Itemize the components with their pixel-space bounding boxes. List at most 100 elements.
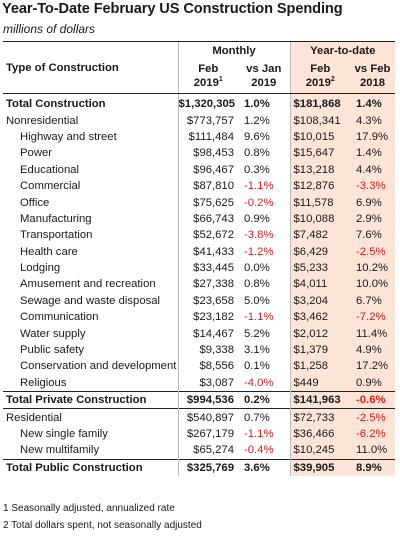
col-feb-ytd-line2: 2019 bbox=[305, 77, 331, 89]
table-row: Amusement and recreation $27,338 0.8% $4,01… bbox=[3, 276, 396, 293]
vs-feb-change: 10.0% bbox=[350, 276, 396, 293]
vs-feb-change: 6.7% bbox=[350, 292, 396, 310]
vs-jan-change: 0.7% bbox=[238, 408, 291, 426]
footnote-ref-1: 1 bbox=[218, 76, 223, 84]
construction-spending-table: Type of Construction Monthly Year-to-dat… bbox=[3, 41, 396, 476]
monthly-value: $52,672 bbox=[177, 227, 238, 244]
vs-jan-change: 3.1% bbox=[244, 344, 270, 357]
table-row: Public safety $9,338 3.1% $1,379 4.9% bbox=[3, 341, 396, 359]
ytd-value: $13,218 bbox=[289, 161, 351, 178]
vs-feb-change: -6.2% bbox=[350, 425, 396, 443]
col-vs-jan-line2: 2019 bbox=[251, 77, 277, 89]
col-vs-feb-line2: 2018 bbox=[359, 77, 386, 89]
vs-feb-change: 17.2% bbox=[350, 358, 396, 375]
row-label: Residential bbox=[3, 408, 178, 426]
vs-jan-change: -1.1% bbox=[244, 428, 274, 440]
table-row: Water supply $14,467 5.2% $2,012 11.4% bbox=[3, 325, 396, 342]
monthly-value: $1,320,305 bbox=[177, 93, 238, 113]
monthly-value: $325,769 bbox=[177, 458, 238, 476]
col-feb-ytd-header: Feb 20192 bbox=[289, 59, 351, 94]
ytd-value: $4,011 bbox=[289, 276, 351, 293]
vs-jan-change: 0.8% bbox=[244, 147, 270, 160]
col-vs-jan-header: vs Jan 2019 bbox=[238, 59, 291, 94]
vs-feb-change: 2.9% bbox=[350, 210, 396, 228]
vs-feb-change: 7.6% bbox=[350, 227, 396, 244]
row-label: Manufacturing bbox=[20, 212, 92, 225]
ytd-value: $1,258 bbox=[289, 358, 351, 375]
header-row-columns: Feb 20191 vs Jan 2019 Feb 20192 vs Feb 2… bbox=[3, 59, 396, 94]
table-row: Manufacturing $66,743 0.9% $10,088 2.9% bbox=[3, 210, 396, 228]
vs-jan-change: 0.0% bbox=[244, 262, 270, 275]
monthly-value: $3,087 bbox=[177, 374, 238, 392]
row-label: Amusement and recreation bbox=[20, 278, 156, 291]
header-row-groups: Type of Construction Monthly Year-to-dat… bbox=[3, 41, 396, 94]
table-row: Commercial $87,810 -1.1% $12,876 -3.3% bbox=[3, 177, 396, 195]
ytd-value: $12,876 bbox=[289, 177, 351, 195]
vs-jan-change: 0.2% bbox=[238, 391, 291, 409]
ytd-value: $1,379 bbox=[289, 341, 351, 359]
row-label: Office bbox=[20, 196, 50, 209]
row-label: New single family bbox=[20, 428, 108, 440]
vs-feb-change: 0.9% bbox=[350, 374, 396, 392]
vs-feb-change: -3.3% bbox=[350, 177, 396, 195]
vs-feb-change: 4.9% bbox=[350, 341, 396, 359]
row-label: Commercial bbox=[20, 180, 81, 193]
vs-feb-change: 8.9% bbox=[350, 458, 396, 476]
ytd-value: $2,012 bbox=[289, 325, 351, 342]
monthly-value: $23,182 bbox=[177, 309, 238, 326]
row-label: Health care bbox=[20, 245, 78, 258]
ytd-value: $10,015 bbox=[289, 128, 351, 146]
col-vs-jan-line1: vs Jan bbox=[246, 63, 282, 75]
ytd-value: $15,647 bbox=[289, 145, 351, 162]
vs-jan-change: 0.3% bbox=[244, 163, 270, 176]
ytd-value: $3,204 bbox=[289, 292, 351, 310]
vs-jan-change: 5.2% bbox=[244, 327, 270, 340]
monthly-value: $96,467 bbox=[177, 161, 238, 178]
ytd-value: $6,429 bbox=[289, 243, 351, 260]
vs-jan-change: -0.4% bbox=[244, 444, 274, 457]
monthly-value: $540,897 bbox=[177, 408, 238, 426]
vs-jan-change: 1.2% bbox=[244, 114, 270, 127]
vs-jan-change: -1.1% bbox=[244, 180, 274, 193]
vs-feb-change: 4.4% bbox=[350, 161, 396, 178]
monthly-value: $14,467 bbox=[177, 325, 238, 342]
table-row: Sewage and waste disposal $23,658 5.0% $3,2… bbox=[3, 292, 396, 310]
monthly-value: $87,810 bbox=[177, 177, 238, 195]
row-label: Water supply bbox=[20, 327, 86, 340]
ytd-value: $141,963 bbox=[289, 391, 351, 409]
col-vs-feb-line1: vs Feb bbox=[354, 63, 391, 75]
vs-jan-change: 5.0% bbox=[244, 294, 270, 307]
col-feb-monthly-header: Feb 20191 bbox=[177, 59, 238, 94]
monthly-value: $65,274 bbox=[177, 442, 238, 460]
row-label: Religious bbox=[20, 376, 67, 389]
ytd-value: $10,088 bbox=[289, 210, 351, 228]
row-label: Nonresidential bbox=[6, 114, 79, 127]
row-label: Communication bbox=[20, 311, 99, 324]
row-label: Educational bbox=[20, 163, 80, 176]
vs-jan-change: 0.9% bbox=[244, 212, 270, 225]
ytd-value: $181,868 bbox=[289, 93, 351, 113]
ytd-value: $10,245 bbox=[289, 442, 351, 460]
ytd-value: $36,466 bbox=[289, 425, 351, 443]
monthly-value: $98,453 bbox=[177, 145, 238, 162]
monthly-value: $773,757 bbox=[177, 112, 238, 129]
row-label: Sewage and waste disposal bbox=[20, 294, 161, 307]
vs-jan-change: 1.0% bbox=[244, 98, 270, 111]
vs-feb-change: 11.0% bbox=[350, 442, 396, 460]
row-label: Total Private Construction bbox=[3, 391, 178, 409]
vs-feb-change: 10.2% bbox=[350, 259, 396, 277]
table-row: Highway and street $111,484 9.6% $10,015 17.… bbox=[3, 128, 396, 146]
monthly-value: $27,338 bbox=[177, 276, 238, 293]
table-row: Residential $540,897 0.7% $72,733 -2.5% bbox=[3, 408, 396, 426]
ytd-value: $5,233 bbox=[289, 259, 351, 277]
table-row: Health care $41,433 -1.2% $6,429 -2.5% bbox=[3, 243, 396, 260]
ytd-value: $72,733 bbox=[289, 408, 351, 426]
monthly-value: $75,625 bbox=[177, 194, 238, 211]
row-label: Lodging bbox=[20, 262, 61, 275]
vs-jan-change: -0.2% bbox=[244, 196, 274, 209]
footnote-1: 1 Seasonally adjusted, annualized rate bbox=[3, 503, 175, 514]
table-row: Conservation and development $8,556 0.1% $1… bbox=[3, 358, 396, 375]
ytd-value: $108,341 bbox=[289, 112, 351, 129]
vs-feb-change: 11.4% bbox=[350, 325, 396, 342]
